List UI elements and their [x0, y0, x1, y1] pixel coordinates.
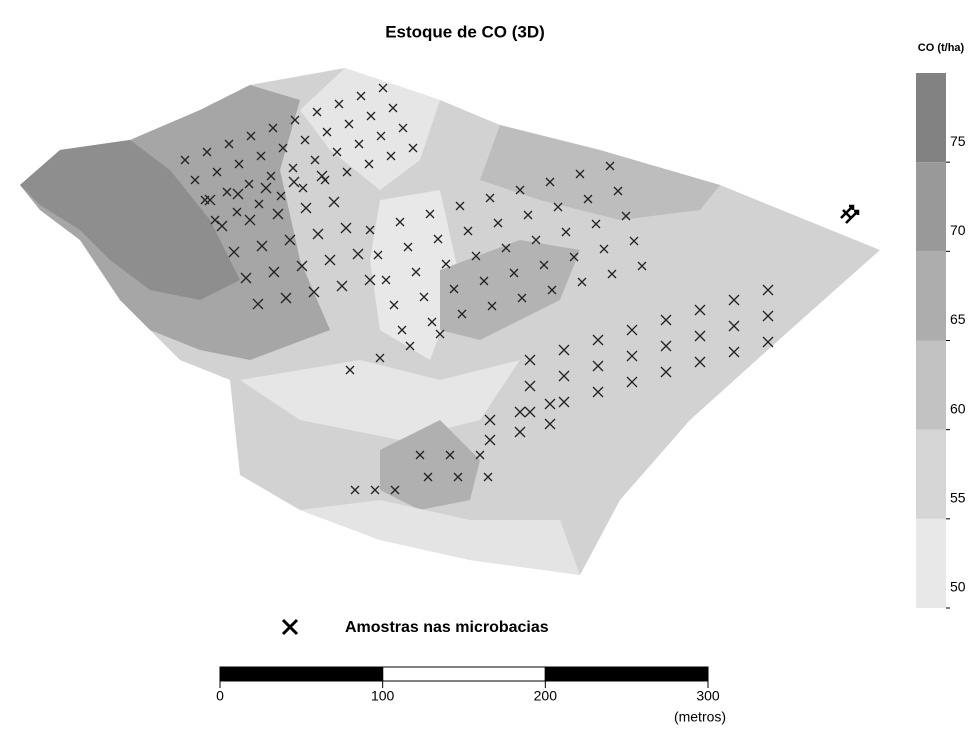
scale-segment	[545, 667, 708, 681]
colorbar-band	[916, 162, 946, 251]
colorbar-tick-label: 70	[950, 222, 966, 238]
colorbar-band	[916, 341, 946, 430]
north-arrow	[841, 206, 858, 223]
colorbar-tick-label: 75	[950, 133, 966, 149]
colorbar-band	[916, 73, 946, 162]
scale-tick-label: 0	[216, 688, 224, 704]
colorbar-tick-label: 50	[950, 579, 966, 595]
colorbar-tick-label: 55	[950, 490, 966, 506]
scale-tick-label: 300	[696, 688, 720, 704]
colorbar-band	[916, 251, 946, 340]
colorbar-tick-label: 60	[950, 400, 966, 416]
terrain-surface	[20, 68, 880, 575]
scale-tick-label: 100	[371, 688, 395, 704]
colorbar-tick-label: 65	[950, 311, 966, 327]
map-figure: Estoque de CO (3D) CO (t/ha) 50 55 60 65 70 7…	[0, 0, 976, 733]
page: {"title": "Estoque de CO (3D)", "colorba…	[0, 0, 976, 733]
colorbar: 50 55 60 65 70 75	[916, 73, 966, 608]
scale-unit: (metros)	[674, 709, 726, 725]
scale-segment	[383, 667, 546, 681]
title: Estoque de CO (3D)	[385, 22, 545, 41]
legend-label: Amostras nas microbacias	[345, 619, 549, 636]
scale-bar: 0 100 200 300	[216, 667, 720, 704]
scale-segment	[220, 667, 383, 681]
colorbar-band	[916, 430, 946, 519]
legend-symbol	[283, 620, 297, 634]
scale-tick-label: 200	[534, 688, 558, 704]
colorbar-band	[916, 519, 946, 608]
colorbar-title: CO (t/ha)	[918, 42, 965, 54]
